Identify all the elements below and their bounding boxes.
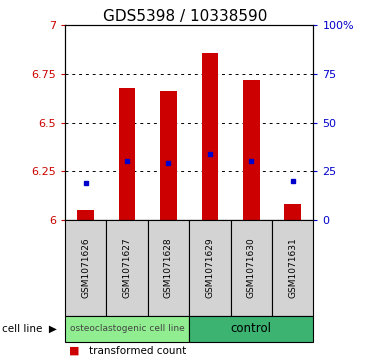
Bar: [202, 53, 218, 220]
Text: control: control: [231, 322, 272, 335]
Text: GSM1071629: GSM1071629: [206, 237, 214, 298]
Text: GSM1071631: GSM1071631: [288, 237, 297, 298]
Text: osteoclastogenic cell line: osteoclastogenic cell line: [70, 325, 184, 333]
Text: GSM1071630: GSM1071630: [247, 237, 256, 298]
Text: cell line  ▶: cell line ▶: [2, 324, 57, 334]
Bar: [285, 204, 301, 220]
Bar: [119, 87, 135, 220]
Bar: [243, 80, 260, 220]
Text: GDS5398 / 10338590: GDS5398 / 10338590: [103, 9, 268, 24]
Text: GSM1071628: GSM1071628: [164, 237, 173, 298]
Text: ■: ■: [69, 346, 79, 356]
Bar: [160, 91, 177, 220]
Text: GSM1071626: GSM1071626: [81, 237, 90, 298]
Bar: [77, 210, 94, 220]
Text: transformed count: transformed count: [89, 346, 186, 356]
Text: GSM1071627: GSM1071627: [122, 237, 132, 298]
